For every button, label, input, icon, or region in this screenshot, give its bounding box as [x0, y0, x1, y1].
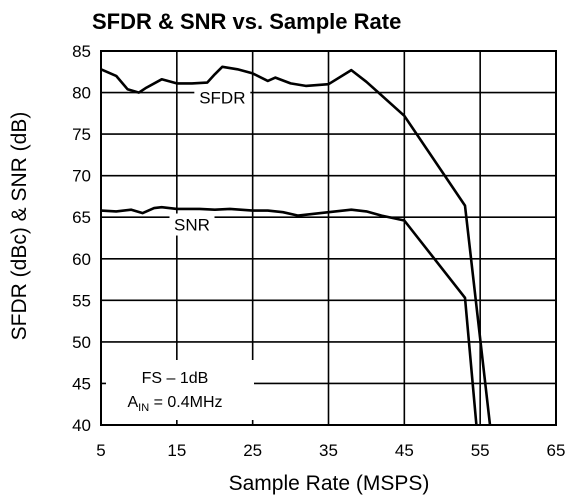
annotation: FS – 1dB AIN = 0.4MHz [106, 360, 254, 420]
y-tick-label: 85 [72, 42, 91, 61]
y-tick-label: 40 [72, 416, 91, 435]
series-group [100, 65, 492, 426]
series-label-bg [169, 213, 215, 236]
annotation-line-2: AIN = 0.4MHz [127, 394, 222, 414]
y-tick-label: 55 [72, 291, 91, 310]
x-tick-label: 55 [471, 441, 490, 460]
x-tick-label: 35 [319, 441, 338, 460]
series-line-sfdr [100, 65, 492, 426]
series-labels: SFDR SNR [169, 86, 251, 236]
series-label-bg [194, 86, 251, 109]
chart-title: SFDR & SNR vs. Sample Rate [92, 9, 401, 34]
series-label-sfdr: SFDR [199, 88, 245, 107]
y-axis-label: SFDR (dBc) & SNR (dB) [8, 112, 31, 341]
y-tick-label: 75 [72, 125, 91, 144]
y-tick-labels: 40 45 50 55 60 65 70 75 80 85 [72, 42, 91, 435]
plot-frame [100, 50, 557, 426]
x-axis-label: Sample Rate (MSPS) [229, 472, 430, 495]
series-line-snr [100, 205, 478, 426]
y-tick-label: 45 [72, 374, 91, 393]
annotation-bg [106, 360, 254, 420]
x-tick-label: 5 [96, 441, 105, 460]
y-tick-label: 70 [72, 167, 91, 186]
x-tick-label: 25 [243, 441, 262, 460]
y-tick-label: 50 [72, 333, 91, 352]
x-tick-labels: 5 15 25 35 45 55 65 [96, 441, 565, 460]
x-tick-label: 65 [547, 441, 566, 460]
series-label-snr: SNR [174, 216, 210, 235]
x-tick-label: 15 [167, 441, 186, 460]
grid [100, 50, 557, 426]
y-tick-label: 80 [72, 84, 91, 103]
y-tick-label: 65 [72, 208, 91, 227]
annotation-line-1: FS – 1dB [142, 370, 209, 387]
x-tick-label: 45 [395, 441, 414, 460]
y-tick-label: 60 [72, 250, 91, 269]
